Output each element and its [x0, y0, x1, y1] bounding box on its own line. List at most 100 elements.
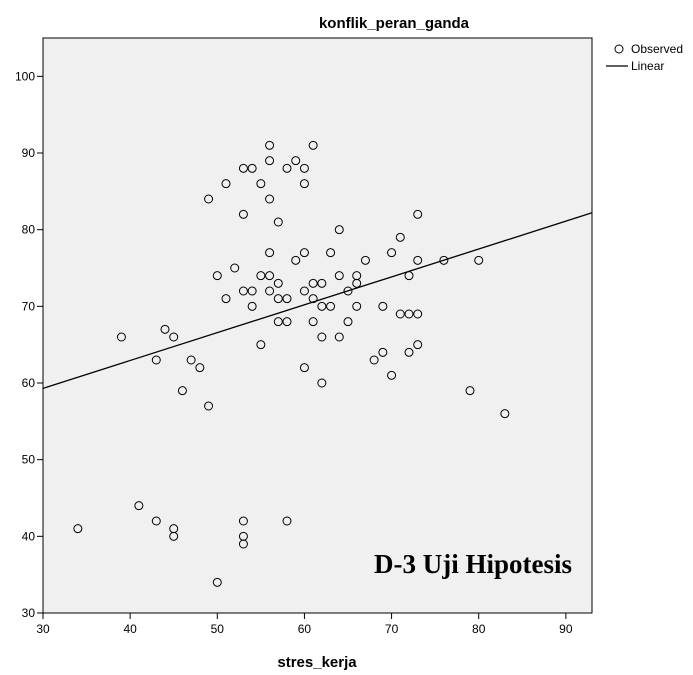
data-point: [230, 263, 240, 273]
data-point: [169, 531, 179, 541]
x-tick-label: 30: [36, 622, 50, 636]
data-point: [273, 317, 283, 327]
data-point: [265, 156, 275, 166]
annotation-label: D-3 Uji Hipotesis: [374, 549, 572, 579]
x-axis-title: stres_kerja: [277, 654, 357, 671]
legend-observed-marker: [614, 44, 624, 54]
x-tick-label: 40: [123, 622, 137, 636]
data-point: [160, 324, 170, 334]
data-point: [317, 332, 327, 342]
data-point: [343, 317, 353, 327]
data-point: [317, 278, 327, 288]
data-point: [238, 286, 248, 296]
data-point: [474, 255, 484, 265]
y-tick-label: 70: [22, 299, 36, 313]
data-point: [413, 340, 423, 350]
data-point: [299, 248, 309, 258]
data-point: [387, 370, 397, 380]
data-point: [256, 179, 266, 189]
data-point: [465, 386, 475, 396]
data-point: [73, 524, 83, 534]
y-tick-label: 40: [22, 529, 36, 543]
data-point: [334, 332, 344, 342]
data-point: [134, 501, 144, 511]
x-tick-label: 50: [211, 622, 225, 636]
legend-linear-label: Linear: [631, 59, 664, 73]
data-point: [238, 163, 248, 173]
data-point: [413, 209, 423, 219]
data-point: [282, 516, 292, 526]
data-point: [273, 294, 283, 304]
y-tick-label: 80: [22, 223, 36, 237]
data-point: [282, 294, 292, 304]
data-point: [247, 163, 257, 173]
data-point: [116, 332, 126, 342]
data-point: [500, 409, 510, 419]
legend: Observed Linear: [606, 42, 683, 73]
data-point: [195, 363, 205, 373]
data-point: [247, 286, 257, 296]
data-point: [238, 209, 248, 219]
data-point: [265, 194, 275, 204]
data-point: [265, 248, 275, 258]
data-point: [334, 225, 344, 235]
chart-title: konflik_peran_ganda: [319, 15, 470, 32]
data-point: [317, 301, 327, 311]
data-point: [308, 294, 318, 304]
data-point: [177, 386, 187, 396]
y-tick-label: 30: [22, 606, 36, 620]
data-point: [169, 332, 179, 342]
data-point: [308, 140, 318, 150]
data-point: [299, 363, 309, 373]
data-point: [369, 355, 379, 365]
data-point: [387, 248, 397, 258]
data-point: [326, 301, 336, 311]
legend-observed-label: Observed: [631, 42, 683, 56]
data-point: [378, 301, 388, 311]
data-point: [282, 317, 292, 327]
data-point: [265, 271, 275, 281]
x-tick-label: 90: [559, 622, 573, 636]
data-point: [186, 355, 196, 365]
data-point: [221, 179, 231, 189]
x-tick-label: 70: [385, 622, 399, 636]
data-point: [291, 156, 301, 166]
x-tick-label: 80: [472, 622, 486, 636]
data-point: [404, 347, 414, 357]
data-point: [238, 539, 248, 549]
data-point: [308, 317, 318, 327]
data-point: [247, 301, 257, 311]
data-point: [299, 179, 309, 189]
data-point: [404, 309, 414, 319]
data-point: [395, 232, 405, 242]
data-point: [352, 301, 362, 311]
data-point: [360, 255, 370, 265]
x-tick-label: 60: [298, 622, 312, 636]
y-tick-label: 60: [22, 376, 36, 390]
data-point: [256, 271, 266, 281]
data-point: [317, 378, 327, 388]
data-point: [308, 278, 318, 288]
data-point: [256, 340, 266, 350]
data-point: [212, 577, 222, 587]
data-point: [299, 163, 309, 173]
data-point: [413, 255, 423, 265]
data-point: [265, 140, 275, 150]
plot-area: [42, 37, 593, 614]
y-tick-label: 90: [22, 146, 36, 160]
data-point: [343, 286, 353, 296]
data-point: [204, 194, 214, 204]
y-tick-label: 100: [15, 69, 35, 83]
data-point: [212, 271, 222, 281]
data-point: [395, 309, 405, 319]
data-point: [151, 516, 161, 526]
data-point: [273, 217, 283, 227]
data-point: [352, 278, 362, 288]
data-point: [282, 163, 292, 173]
data-point: [334, 271, 344, 281]
data-point: [326, 248, 336, 258]
data-point: [273, 278, 283, 288]
data-point: [204, 401, 214, 411]
data-point: [439, 255, 449, 265]
